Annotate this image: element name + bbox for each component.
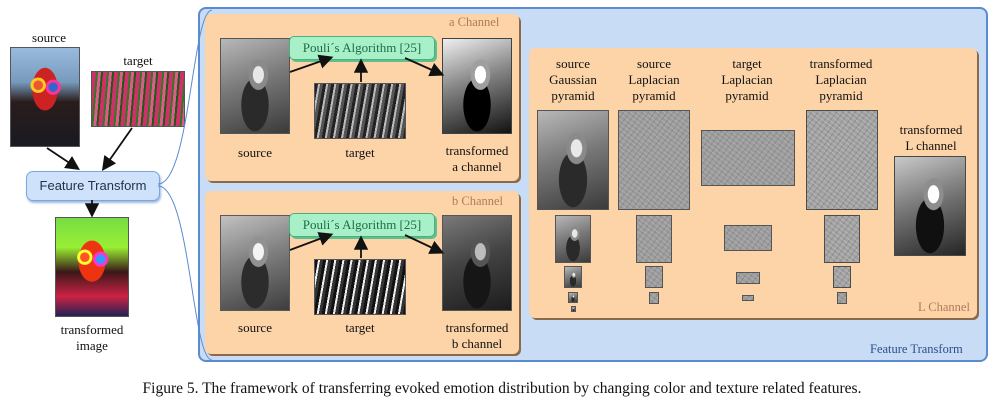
b-channel-title: b Channel [452, 194, 504, 208]
a-transformed-image [442, 38, 512, 134]
l-col4-line1: transformed [809, 56, 873, 71]
b-target-image [314, 259, 406, 315]
a-source-label: source [238, 145, 272, 160]
a-out-label-1: transformed [445, 143, 509, 158]
l-col4-line3: pyramid [819, 88, 863, 103]
tgt-lap-level-1 [724, 225, 772, 251]
tr-lap-level-1 [824, 215, 860, 263]
gauss-level-3 [568, 292, 578, 303]
tgt-lap-level-0 [701, 130, 795, 186]
b-source-image [220, 215, 290, 311]
l-col3-line2: Laplacian [721, 72, 773, 87]
l-channel-title: L Channel [918, 300, 970, 314]
l-out-label-1: transformed [899, 122, 963, 137]
tr-lap-level-0 [806, 110, 878, 210]
feature-transform-box-label: Feature Transform [39, 178, 147, 193]
b-out-label-1: transformed [445, 320, 509, 335]
l-col2-line2: Laplacian [628, 72, 680, 87]
b-pouli-algorithm-box: Pouli´s Algorithm [25] [289, 213, 435, 237]
tgt-lap-level-3 [742, 295, 754, 301]
src-lap-level-2 [645, 266, 663, 288]
tgt-lap-level-2 [736, 272, 760, 284]
a-out-label-2: a channel [452, 159, 502, 174]
target-label: target [123, 53, 153, 68]
l-col2-line1: source [637, 56, 671, 71]
source-label: source [32, 30, 66, 45]
tr-lap-level-3 [837, 292, 847, 304]
tr-lap-level-2 [833, 266, 851, 288]
feature-transform-box: Feature Transform [26, 171, 160, 201]
l-col1-line3: pyramid [551, 88, 595, 103]
gauss-level-0 [537, 110, 609, 210]
source-image [10, 47, 80, 147]
src-lap-level-3 [649, 292, 659, 304]
l-col4-line2: Laplacian [815, 72, 867, 87]
target-image [91, 71, 185, 127]
b-target-label: target [345, 320, 375, 335]
a-channel-title: a Channel [449, 15, 500, 29]
l-col1-line1: source [556, 56, 590, 71]
a-target-image [314, 83, 406, 139]
b-out-label-2: b channel [451, 336, 503, 351]
l-col3-line3: pyramid [725, 88, 769, 103]
a-target-label: target [345, 145, 375, 160]
gauss-level-1 [555, 215, 591, 263]
l-col1-line2: Gaussian [549, 72, 597, 87]
figure-caption: Figure 5. The framework of transferring … [142, 380, 862, 397]
l-col3-line1: target [732, 56, 762, 71]
l-out-label-2: L channel [905, 138, 957, 153]
b-transformed-image [442, 215, 512, 311]
transformed-image-label-1: transformed [60, 322, 124, 337]
src-lap-level-1 [636, 215, 672, 263]
transformed-image-label-2: image [76, 338, 108, 353]
feature-transform-outer-label: Feature Transform [870, 342, 963, 356]
l-col2-line3: pyramid [632, 88, 676, 103]
transformed-l-channel-image [894, 156, 966, 256]
gauss-level-2 [564, 266, 582, 288]
b-source-label: source [238, 320, 272, 335]
gauss-level-4 [571, 306, 576, 312]
a-pouli-algorithm-box: Pouli´s Algorithm [25] [289, 36, 435, 60]
src-lap-level-0 [618, 110, 690, 210]
a-source-image [220, 38, 290, 134]
transformed-image [55, 217, 129, 317]
